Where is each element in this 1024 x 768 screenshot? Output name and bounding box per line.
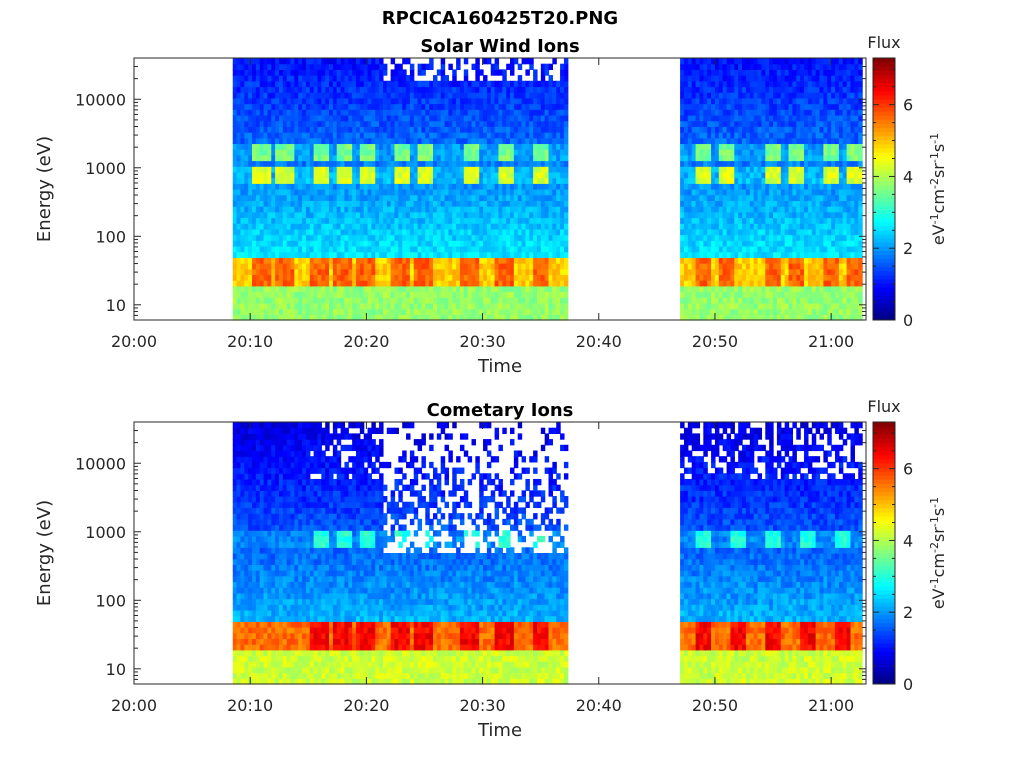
colorbar-tick-label: 4 — [903, 167, 913, 186]
axes-frame — [133, 57, 867, 321]
y-tick-label: 10000 — [75, 454, 126, 473]
x-axis: 20:00 20:10 20:20 20:30 20:40 20:50 21:00 Time — [111, 422, 854, 741]
y-axis: 10 100 1000 10000 Energy (eV) — [34, 421, 866, 685]
x-tick-label: 20:30 — [460, 332, 506, 351]
x-tick-label: 21:00 — [808, 332, 854, 351]
y-tick-label: 10 — [106, 660, 126, 679]
x-tick-label: 20:20 — [343, 332, 389, 351]
y-tick-label: 1000 — [85, 523, 126, 542]
colorbar-title: Flux — [867, 33, 900, 52]
x-tick-label: 20:50 — [692, 696, 738, 715]
figure-title: RPCICA160425T20.PNG — [382, 8, 618, 29]
x-tick-label: 20:00 — [111, 332, 157, 351]
heatmap — [232, 58, 863, 321]
x-axis-label: Time — [477, 356, 522, 377]
colorbar-tick-label: 2 — [903, 603, 913, 622]
y-tick-label: 100 — [95, 591, 126, 610]
x-axis-label: Time — [477, 720, 522, 741]
x-axis: 20:00 20:10 20:20 20:30 20:40 20:50 21:00 Time — [111, 58, 854, 377]
y-axis-label: Energy (eV) — [34, 500, 55, 606]
colorbar-tick-label: 6 — [903, 460, 913, 479]
colorbar-tick-label: 2 — [903, 239, 913, 258]
x-tick-label: 21:00 — [808, 696, 854, 715]
y-tick-label: 10 — [106, 296, 126, 315]
x-tick-label: 20:20 — [343, 696, 389, 715]
colorbar: 0 2 4 6 Flux eV-1cm-2sr-1s-1 — [867, 33, 948, 330]
panel-solar-wind: Solar Wind Ions 10 100 1000 10000 Energy (eV)… — [34, 33, 948, 377]
colorbar-unit-label: eV-1cm-2sr-1s-1 — [928, 133, 949, 245]
colorbar-tick-label: 6 — [903, 96, 913, 115]
y-tick-label: 10000 — [75, 90, 126, 109]
heatmap — [232, 422, 863, 685]
y-tick-label: 1000 — [85, 159, 126, 178]
colorbar-tick-label: 4 — [903, 531, 913, 550]
x-tick-label: 20:40 — [576, 332, 622, 351]
x-tick-label: 20:30 — [460, 696, 506, 715]
x-tick-label: 20:40 — [576, 696, 622, 715]
axes-frame — [133, 421, 867, 685]
colorbar: 0 2 4 6 Flux eV-1cm-2sr-1s-1 — [867, 397, 948, 694]
y-axis: 10 100 1000 10000 Energy (eV) — [34, 57, 866, 321]
y-axis-label: Energy (eV) — [34, 136, 55, 242]
y-tick-label: 100 — [95, 227, 126, 246]
colorbar-tick-label: 0 — [903, 311, 913, 330]
colorbar-unit-label: eV-1cm-2sr-1s-1 — [928, 497, 949, 609]
panel-title: Solar Wind Ions — [420, 36, 579, 57]
x-tick-label: 20:00 — [111, 696, 157, 715]
x-tick-label: 20:50 — [692, 332, 738, 351]
x-tick-label: 20:10 — [227, 332, 273, 351]
colorbar-tick-label: 0 — [903, 675, 913, 694]
x-tick-label: 20:10 — [227, 696, 273, 715]
panel-title: Cometary Ions — [427, 400, 574, 421]
colorbar-title: Flux — [867, 397, 900, 416]
